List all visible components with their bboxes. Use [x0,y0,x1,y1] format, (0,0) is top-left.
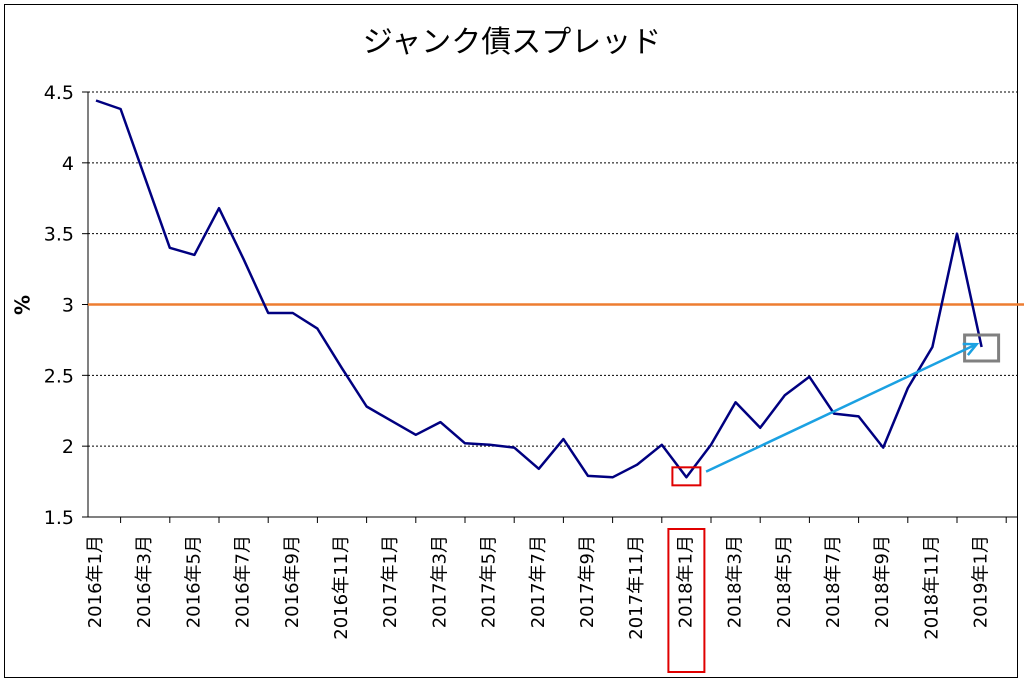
x-tick-label: 2017年7月 [528,535,549,628]
y-tick-label: 3 [62,295,74,317]
x-tick-label: 2016年7月 [233,535,254,628]
highlighted-tick-box [667,528,706,673]
trend-arrow-head [962,342,980,356]
x-tick-label: 2017年1月 [380,535,401,628]
axes [82,91,1018,523]
y-tick-label: 4 [62,153,74,175]
y-tick-label: 4.5 [44,82,74,104]
x-tick-label: 2017年9月 [577,535,598,628]
x-tick-label: 2018年11月 [921,535,942,640]
gray-highlight-box [963,333,1001,363]
x-tick-label: 2019年1月 [971,535,992,628]
chart-frame [4,4,1018,678]
y-tick-labels: 1.5 2 2.5 3 3.5 4 4.5 [44,82,74,529]
annotation-layer [667,333,1001,673]
red-highlight-box [671,466,702,487]
x-tick-label: 2016年9月 [282,535,303,628]
series-layer [95,99,983,479]
y-tick-label: 3.5 [44,224,74,246]
x-tick-label: 2016年3月 [134,535,155,628]
x-tick-label: 2017年5月 [479,535,500,628]
x-tick-label: 2018年7月 [823,535,844,628]
y-axis-label: % [11,295,35,315]
y-tick-label: 1.5 [44,507,74,529]
series-line [95,99,983,479]
x-tick-label: 2017年11月 [626,535,647,640]
y-tick-label: 2 [62,436,74,458]
x-tick-label: 2016年1月 [85,535,106,628]
x-tick-label: 2018年5月 [774,535,795,628]
x-tick-label: 2018年9月 [872,535,893,628]
x-tick-labels: 2016年1月 2016年3月 2016年5月 2016年7月 2016年9月 2016年… [85,535,992,640]
x-tick-label: 2018年1月 [675,535,696,628]
x-tick-label: 2018年3月 [725,535,746,628]
y-tick-label: 2.5 [44,365,74,387]
x-tick-label: 2017年3月 [429,535,450,628]
x-tick-label: 2016年5月 [183,535,204,628]
gridlines [88,91,1018,447]
chart-title: ジャンク債スプレッド [363,25,662,60]
trend-arrow-line [705,343,978,473]
x-tick-label: 2016年11月 [331,535,352,640]
